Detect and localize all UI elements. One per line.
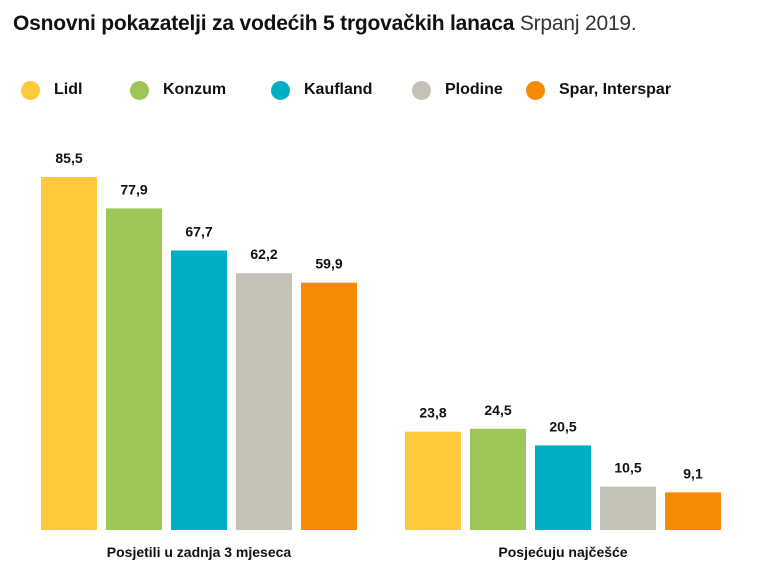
legend-item-lidl: Lidl bbox=[21, 78, 82, 102]
bar-konzum-group-1 bbox=[106, 208, 162, 530]
bar-value-label-konzum-group-2: 24,5 bbox=[484, 402, 511, 418]
bar-konzum-group-2 bbox=[470, 428, 526, 530]
bar-value-label-konzum-group-1: 77,9 bbox=[120, 181, 147, 197]
bar-value-label-lidl-group-2: 23,8 bbox=[419, 405, 446, 421]
legend-item-kaufland: Kaufland bbox=[271, 78, 372, 102]
bar-plodine-group-2 bbox=[600, 486, 656, 530]
legend-swatch-konzum bbox=[130, 80, 149, 100]
legend-label-lidl: Lidl bbox=[54, 81, 83, 98]
chart-legend: Lidl Konzum Kaufland Plodine Spar, Inter… bbox=[0, 78, 759, 102]
legend-label-plodine: Plodine bbox=[445, 81, 503, 98]
legend-item-spar: Spar, Interspar bbox=[526, 78, 671, 102]
legend-label-kaufland: Kaufland bbox=[304, 81, 373, 98]
legend-swatch-lidl bbox=[21, 80, 40, 100]
chart-title-main: Osnovni pokazatelji za vodećih 5 trgovač… bbox=[13, 12, 515, 35]
bar-value-label-plodine-group-2: 10,5 bbox=[614, 460, 641, 476]
bar-value-label-kaufland-group-2: 20,5 bbox=[549, 418, 576, 434]
bar-value-label-lidl-group-1: 85,5 bbox=[55, 150, 82, 166]
legend-item-konzum: Konzum bbox=[130, 78, 226, 102]
legend-label-konzum: Konzum bbox=[163, 81, 227, 98]
bar-kaufland-group-1 bbox=[171, 250, 227, 530]
bar-value-label-kaufland-group-1: 67,7 bbox=[185, 224, 212, 240]
bar-plodine-group-1 bbox=[236, 273, 292, 530]
bar-value-label-spar-interspar-group-2: 9,1 bbox=[683, 465, 703, 481]
bar-kaufland-group-2 bbox=[535, 445, 591, 530]
bar-value-label-plodine-group-1: 62,2 bbox=[250, 246, 277, 262]
legend-swatch-kaufland bbox=[271, 80, 290, 100]
legend-swatch-plodine bbox=[412, 80, 431, 100]
legend-swatch-spar bbox=[526, 80, 545, 100]
legend-label-spar: Spar, Interspar bbox=[559, 81, 672, 98]
bar-lidl-group-2 bbox=[405, 431, 461, 530]
bar-lidl-group-1 bbox=[41, 177, 97, 530]
category-label-2: Posjećuju najčešće bbox=[498, 544, 627, 560]
chart-subtitle: Srpanj 2019. bbox=[519, 12, 637, 35]
bar-value-label-spar-interspar-group-1: 59,9 bbox=[315, 256, 342, 272]
bar-spar-interspar-group-2 bbox=[665, 492, 721, 530]
legend-item-plodine: Plodine bbox=[412, 78, 503, 102]
bar-spar-interspar-group-1 bbox=[301, 282, 357, 530]
chart-title: Osnovni pokazatelji za vodećih 5 trgovač… bbox=[13, 12, 637, 36]
category-label-1: Posjetili u zadnja 3 mjeseca bbox=[107, 544, 292, 560]
